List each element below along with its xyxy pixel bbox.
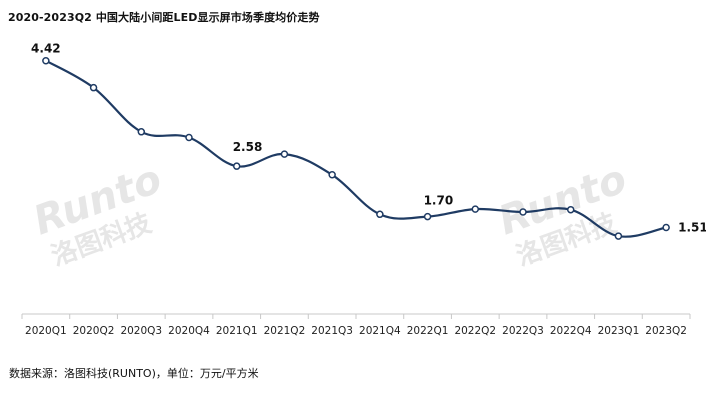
x-tick-label-2020Q4: 2020Q4 [168, 325, 210, 337]
data-point-2020Q2 [89, 83, 98, 92]
data-point-2021Q2 [280, 150, 289, 158]
x-tick-label-2022Q1: 2022Q1 [407, 325, 449, 337]
x-tick-label-2022Q3: 2022Q3 [502, 325, 544, 337]
data-point-2020Q3 [137, 128, 146, 136]
x-tick-label-2021Q4: 2021Q4 [359, 325, 401, 337]
x-tick-label-2021Q2: 2021Q2 [264, 325, 306, 337]
data-point-2022Q1 [423, 212, 432, 221]
data-label-2022Q1: 1.70 [424, 194, 454, 208]
x-tick-label-2021Q1: 2021Q1 [216, 325, 258, 337]
data-label-2021Q1: 2.58 [233, 140, 263, 154]
x-tick-label-2022Q2: 2022Q2 [454, 325, 496, 337]
x-tick-label-2023Q2: 2023Q2 [645, 325, 687, 337]
watermark-left: Runto 洛图科技 [28, 156, 168, 272]
data-point-2020Q4 [185, 133, 193, 142]
x-tick-label-2021Q3: 2021Q3 [311, 325, 353, 337]
data-point-2022Q4 [566, 205, 575, 214]
data-point-2022Q3 [519, 208, 527, 216]
data-label-2023Q2: 1.51 [678, 220, 706, 234]
data-point-2021Q3 [328, 171, 336, 179]
data-point-2021Q1 [232, 162, 241, 170]
data-point-2020Q1 [42, 56, 50, 65]
data-point-2023Q2 [662, 223, 670, 232]
data-label-2020Q1: 4.42 [31, 42, 61, 56]
x-tick-label-2023Q1: 2023Q1 [598, 325, 640, 337]
watermark-right: Runto 洛图科技 [493, 156, 633, 272]
x-tick-label-2020Q1: 2020Q1 [25, 325, 67, 337]
x-axis-ticks [21, 314, 691, 319]
data-point-2022Q2 [471, 205, 480, 213]
x-tick-label-2020Q3: 2020Q3 [120, 325, 162, 337]
data-point-2023Q1 [614, 232, 623, 240]
data-point-2021Q4 [376, 210, 384, 219]
x-tick-label-2022Q4: 2022Q4 [550, 325, 592, 337]
x-tick-label-2020Q2: 2020Q2 [73, 325, 115, 337]
chart-title: 2020-2023Q2 中国大陆小间距LED显示屏市场季度均价走势 [8, 11, 320, 24]
data-markers [42, 56, 670, 240]
source-note: 数据来源：洛图科技(RUNTO)，单位：万元/平方米 [9, 367, 259, 380]
x-tick-labels: 2020Q1 2020Q2 2020Q3 2020Q4 2021Q1 2021Q2 2021… [25, 325, 687, 337]
data-labels: 4.42 2.58 1.70 1.51 [31, 42, 706, 235]
